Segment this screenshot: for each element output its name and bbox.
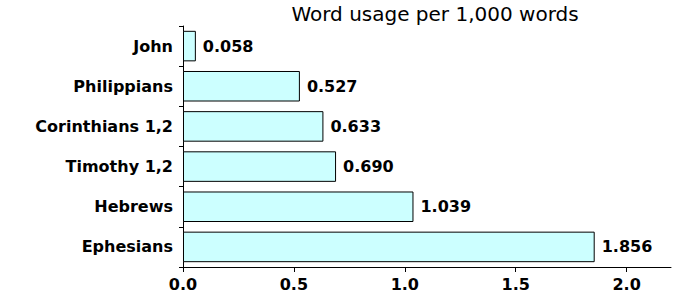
svg-text:0.690: 0.690 <box>343 157 394 176</box>
svg-text:1.0: 1.0 <box>391 275 419 294</box>
svg-text:2.0: 2.0 <box>612 275 640 294</box>
svg-text:John: John <box>132 37 173 56</box>
svg-text:Timothy 1,2: Timothy 1,2 <box>66 157 173 176</box>
svg-text:0.5: 0.5 <box>280 275 308 294</box>
svg-text:Hebrews: Hebrews <box>94 197 173 216</box>
svg-text:0.527: 0.527 <box>307 77 358 96</box>
svg-text:Corinthians 1,2: Corinthians 1,2 <box>35 117 173 136</box>
svg-text:0.058: 0.058 <box>203 37 254 56</box>
svg-text:1.039: 1.039 <box>420 197 471 216</box>
svg-text:0.0: 0.0 <box>169 275 197 294</box>
svg-text:Word usage per 1,000 words: Word usage per 1,000 words <box>291 2 578 26</box>
svg-text:1.5: 1.5 <box>502 275 530 294</box>
svg-text:1.856: 1.856 <box>602 237 653 256</box>
svg-text:0.633: 0.633 <box>330 117 381 136</box>
svg-text:Ephesians: Ephesians <box>82 237 173 256</box>
svg-text:Philippians: Philippians <box>73 77 173 96</box>
